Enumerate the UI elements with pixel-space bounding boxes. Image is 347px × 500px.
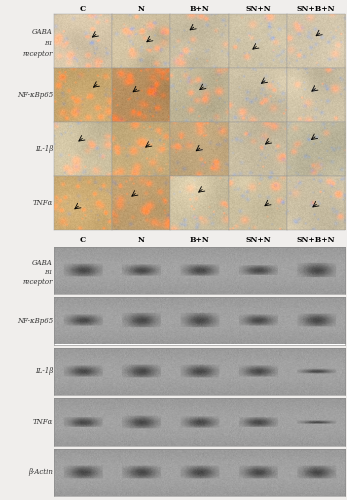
Text: receptor: receptor xyxy=(23,50,53,58)
Text: IL-1β: IL-1β xyxy=(35,367,53,375)
Text: NF-κBp65: NF-κBp65 xyxy=(17,317,53,325)
Text: β-Actin: β-Actin xyxy=(28,468,53,476)
Text: TNFα: TNFα xyxy=(33,199,53,207)
Text: SN+N: SN+N xyxy=(245,5,271,13)
Text: C: C xyxy=(80,236,86,244)
Text: B1: B1 xyxy=(44,41,53,46)
Text: B+N: B+N xyxy=(190,5,209,13)
Text: N: N xyxy=(138,5,145,13)
Text: GABA: GABA xyxy=(32,259,53,267)
Text: TNFα: TNFα xyxy=(33,418,53,426)
Text: SN+N: SN+N xyxy=(245,236,271,244)
Text: receptor: receptor xyxy=(23,278,53,286)
Text: NF-κBp65: NF-κBp65 xyxy=(17,90,53,98)
Text: GABA: GABA xyxy=(32,28,53,36)
Text: N: N xyxy=(138,236,145,244)
Text: SN+B+N: SN+B+N xyxy=(297,236,335,244)
Text: B+N: B+N xyxy=(190,236,209,244)
Text: IL-1β: IL-1β xyxy=(35,145,53,153)
Text: B1: B1 xyxy=(44,270,53,275)
Text: SN+B+N: SN+B+N xyxy=(297,5,335,13)
Text: C: C xyxy=(80,5,86,13)
